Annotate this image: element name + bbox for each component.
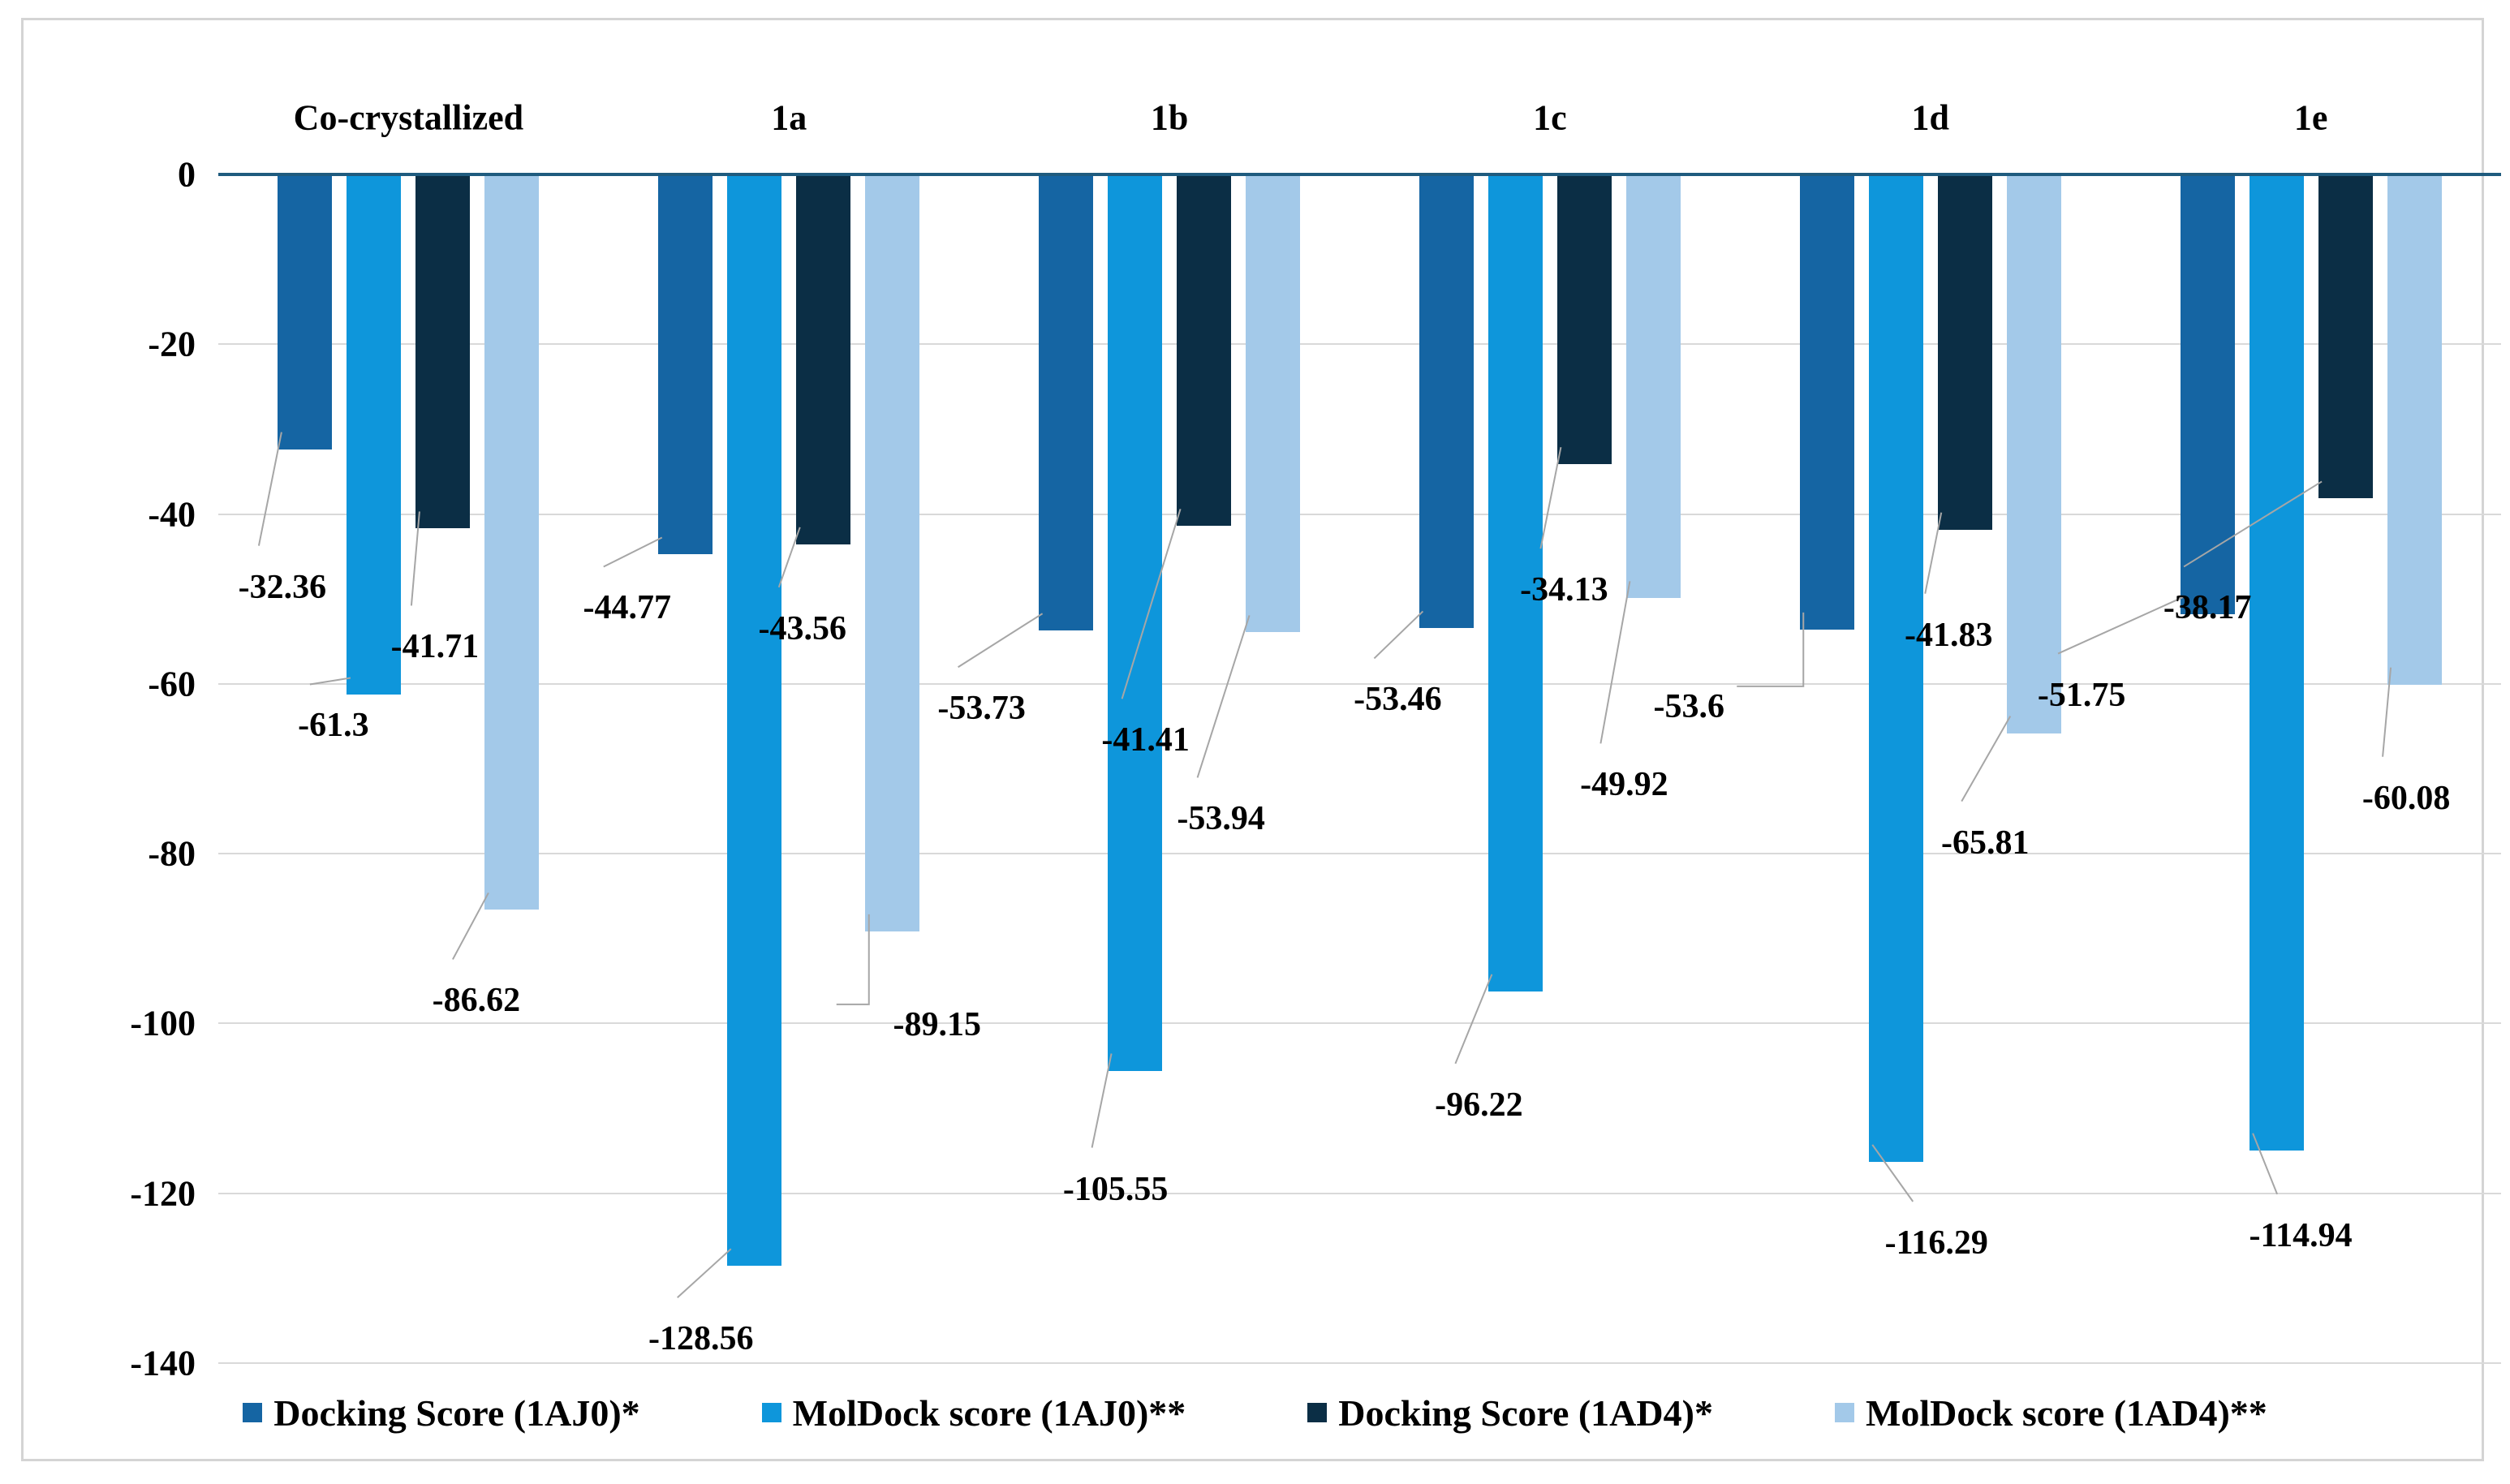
data-label: -53.6: [1653, 687, 1725, 725]
data-label: -61.3: [298, 707, 369, 745]
gridline: [218, 682, 2501, 685]
y-axis-tick-label: -120: [130, 1173, 196, 1214]
y-axis-tick-label: -140: [130, 1343, 196, 1383]
data-label: -32.36: [238, 568, 327, 606]
data-label: -105.55: [1062, 1170, 1169, 1208]
data-label: -41.41: [1101, 721, 1190, 759]
bar-1e-series3: [2318, 174, 2373, 499]
data-label: -116.29: [1884, 1224, 1988, 1262]
bar-1a-series1: [658, 174, 713, 555]
data-label: -96.22: [1435, 1086, 1523, 1124]
data-label: -60.08: [2361, 779, 2451, 817]
bar-1a-series4: [865, 174, 920, 931]
x-axis-zero-line: [218, 173, 2501, 176]
y-axis-tick-label: -60: [148, 664, 196, 704]
category-label: 1a: [771, 97, 807, 138]
gridline: [218, 343, 2501, 346]
bar-1e-series4: [2387, 174, 2442, 685]
data-label: -34.13: [1520, 571, 1608, 609]
y-axis-tick-label: -40: [148, 494, 196, 535]
data-label: -44.77: [583, 589, 672, 627]
bar-1b-series2: [1108, 174, 1163, 1071]
gridline: [218, 513, 2501, 515]
data-label: -43.56: [758, 609, 847, 647]
bar-1b-series3: [1177, 174, 1232, 527]
bar-Co-crystallized-series3: [415, 174, 471, 529]
data-label: -38.17: [2163, 589, 2252, 627]
data-label: -65.81: [1941, 824, 2030, 862]
data-label: -53.46: [1354, 681, 1442, 719]
bar-1d-series1: [1799, 174, 1854, 630]
bar-1b-series4: [1246, 174, 1301, 633]
legend-label: MolDock score (1AJ0)**: [792, 1392, 1186, 1434]
chart-legend: Docking Score (1AJ0)* MolDock score (1AJ0…: [0, 1384, 2510, 1441]
bar-1c-series3: [1556, 174, 1612, 465]
data-label: -53.73: [937, 690, 1026, 728]
legend-marker-icon: [1834, 1403, 1854, 1422]
data-label: -86.62: [432, 982, 521, 1020]
legend-marker-icon: [761, 1403, 781, 1422]
bar-1a-series3: [796, 174, 851, 544]
legend-label: Docking Score (1AD4)*: [1338, 1392, 1713, 1434]
data-label: -41.71: [390, 628, 480, 666]
gridline: [218, 1022, 2501, 1025]
bar-Co-crystallized-series1: [278, 174, 333, 450]
bar-1d-series3: [1937, 174, 1992, 530]
data-label: -41.83: [1905, 616, 1993, 654]
legend-item-series3: Docking Score (1AD4)*: [1307, 1392, 1713, 1435]
bar-1e-series2: [2249, 174, 2304, 1151]
category-label: 1c: [1533, 97, 1567, 138]
bar-1d-series4: [2006, 174, 2061, 733]
bar-1c-series2: [1487, 174, 1543, 991]
data-label: -89.15: [893, 1005, 982, 1043]
legend-item-series1: Docking Score (1AJ0)*: [243, 1392, 640, 1435]
y-axis-tick-label: 0: [178, 154, 196, 195]
data-label: -128.56: [648, 1320, 754, 1358]
category-label: 1d: [1911, 97, 1949, 138]
plot-area: 0 -20 -40 -60 -80 -100 -120 -140 Co-crystallized…: [24, 20, 2501, 1459]
legend-label: Docking Score (1AJ0)*: [273, 1392, 640, 1434]
data-label: -114.94: [2249, 1216, 2353, 1254]
bar-1a-series2: [727, 174, 782, 1267]
data-label: -51.75: [2037, 676, 2126, 714]
category-label: 1b: [1150, 97, 1189, 138]
bar-1c-series4: [1625, 174, 1681, 599]
legend-item-series2: MolDock score (1AJ0)**: [761, 1392, 1186, 1435]
data-label: -49.92: [1580, 766, 1668, 804]
category-label: Co-crystallized: [293, 97, 524, 138]
gridline: [218, 853, 2501, 855]
category-label: 1e: [2293, 97, 2328, 138]
bar-1e-series1: [2180, 174, 2235, 614]
bar-Co-crystallized-series2: [347, 174, 402, 695]
y-axis-tick-label: -20: [148, 324, 196, 364]
legend-marker-icon: [1307, 1403, 1328, 1422]
chart-frame: 0 -20 -40 -60 -80 -100 -120 -140 Co-crystallized…: [21, 18, 2501, 1461]
y-axis-tick-label: -100: [130, 1003, 196, 1043]
legend-item-series4: MolDock score (1AD4)**: [1834, 1392, 2267, 1435]
legend-label: MolDock score (1AD4)**: [1865, 1392, 2267, 1434]
data-label: -53.94: [1177, 800, 1265, 838]
y-axis-tick-label: -80: [148, 833, 196, 874]
bar-1d-series2: [1868, 174, 1923, 1162]
bar-Co-crystallized-series4: [484, 174, 540, 910]
bar-1c-series1: [1419, 174, 1474, 629]
gridline: [218, 1362, 2501, 1364]
legend-marker-icon: [243, 1403, 263, 1422]
gridline: [218, 1192, 2501, 1194]
bar-1b-series1: [1039, 174, 1094, 631]
